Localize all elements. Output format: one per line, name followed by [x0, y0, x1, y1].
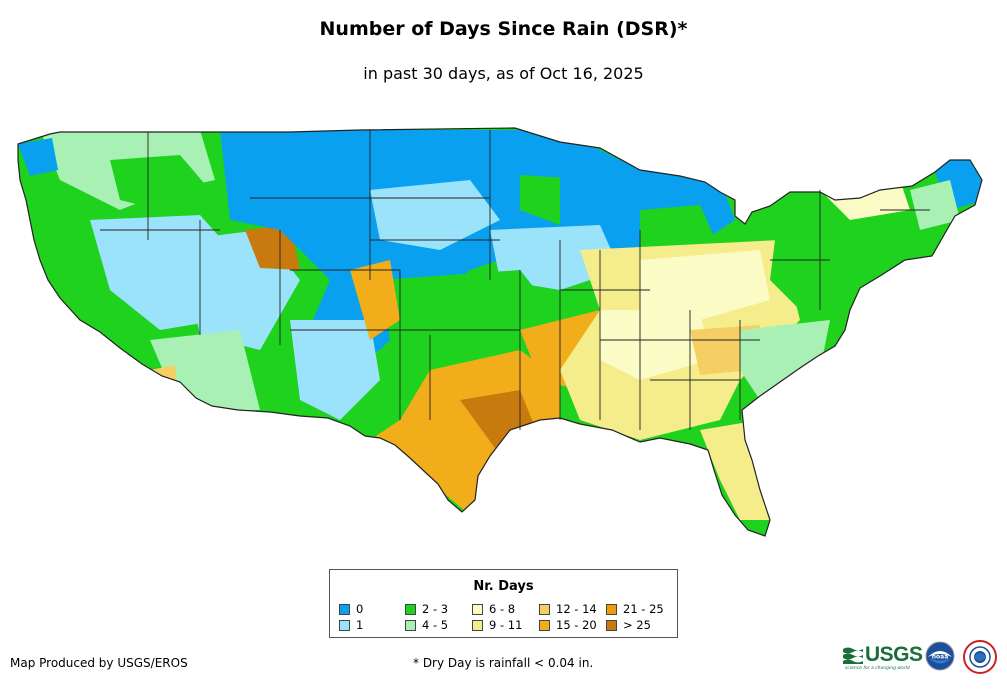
legend-item-6-8: 6 - 8 [472, 603, 515, 615]
state-boundaries [100, 130, 930, 430]
legend-swatch [539, 604, 550, 615]
region-1-new-mexico [290, 320, 380, 420]
region-0-puget [18, 138, 58, 176]
svg-text:noaa: noaa [932, 654, 949, 661]
legend-item-2-3: 2 - 3 [405, 603, 448, 615]
legend-swatch [539, 620, 550, 631]
legend-item-12-14: 12 - 14 [539, 603, 597, 615]
legend-item-15-20: 15 - 20 [539, 619, 597, 631]
legend-swatch [472, 604, 483, 615]
map-subtitle: in past 30 days, as of Oct 16, 2025 [363, 64, 644, 83]
region-4-5-new-england [910, 180, 960, 230]
legend-swatch [339, 620, 350, 631]
legend: Nr. Days 0 1 2 - 3 4 - 5 6 - 8 9 - 11 12… [329, 569, 678, 638]
legend-title: Nr. Days [473, 579, 534, 594]
region-9-11-florida [700, 420, 770, 520]
legend-swatch [606, 604, 617, 615]
region-6-8-ohio-valley [640, 250, 770, 320]
nws-logo-icon [963, 640, 997, 674]
region-2-3-kansas [380, 270, 560, 360]
legend-item-9-11: 9 - 11 [472, 619, 522, 631]
legend-swatch [405, 620, 416, 631]
noaa-logo-icon: noaa [925, 641, 955, 671]
legend-item-0: 0 [339, 603, 363, 615]
region-0-maine [930, 160, 982, 210]
legend-swatch [339, 604, 350, 615]
us-dsr-map [17, 127, 983, 537]
region-6-8-tennessee [600, 310, 710, 380]
legend-swatch [405, 604, 416, 615]
region-2-3-idaho [110, 155, 210, 210]
region-2-3-northeast [770, 190, 920, 310]
dry-day-footnote: * Dry Day is rainfall < 0.04 in. [413, 656, 594, 670]
usgs-logo: USGS science for a changing world [843, 642, 923, 672]
legend-item-over-25: > 25 [606, 619, 651, 631]
region-1-dakotas [370, 180, 500, 250]
legend-swatch [472, 620, 483, 631]
region-15-20-colorado [350, 260, 400, 340]
map-title: Number of Days Since Rain (DSR)* [319, 18, 688, 40]
legend-item-4-5: 4 - 5 [405, 619, 448, 631]
usgs-wordmark: USGS [865, 643, 923, 666]
legend-item-21-25: 21 - 25 [606, 603, 664, 615]
usgs-tagline: science for a changing world [845, 666, 910, 671]
legend-swatch [606, 620, 617, 631]
usgs-wave-icon [843, 647, 863, 664]
legend-item-1: 1 [339, 619, 363, 631]
map-credit: Map Produced by USGS/EROS [10, 656, 188, 670]
region-4-5-carolinas [740, 320, 830, 400]
